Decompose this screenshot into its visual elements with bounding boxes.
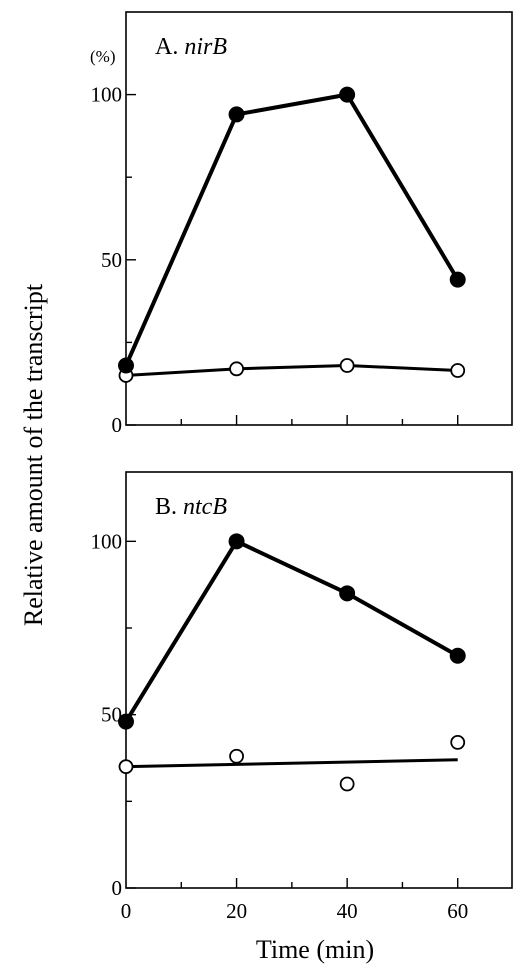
data-point-open — [229, 361, 244, 377]
panel-letter: B. — [155, 494, 183, 520]
x-tick-label: 40 — [337, 899, 358, 923]
panel-ntcB: 0 50 100 B. ntcB — [91, 471, 513, 900]
x-tick-label: 20 — [226, 899, 247, 923]
series-line-open — [125, 758, 458, 769]
series-line-filled — [124, 539, 459, 723]
data-point-filled — [118, 357, 134, 374]
x-tick-label: 0 — [121, 899, 132, 923]
series-line-filled — [124, 92, 460, 367]
data-point-open — [450, 363, 466, 378]
y-tick-label: 100 — [91, 529, 123, 553]
data-point-filled — [228, 106, 245, 123]
data-point-filled — [449, 647, 466, 664]
plot-frame — [125, 471, 513, 889]
y-tick-label: 50 — [101, 248, 122, 272]
panel-nirB: 0 50 100 (%) A. nirB — [90, 11, 513, 437]
panel-title: B. ntcB — [155, 494, 227, 520]
data-point-filled — [228, 533, 245, 550]
plot-frame — [125, 11, 513, 426]
y-unit-label: (%) — [90, 47, 115, 66]
x-tick-label: 60 — [447, 899, 468, 923]
data-point-open — [118, 759, 134, 775]
x-axis-title: Time (min) — [256, 935, 374, 964]
gene-name: nirB — [184, 34, 227, 60]
data-point-open — [339, 776, 355, 792]
data-point-filled — [339, 585, 356, 602]
data-point-filled — [339, 86, 356, 103]
panel-letter: A. — [155, 34, 184, 60]
panel-title: A. nirB — [155, 34, 227, 60]
data-point-open — [339, 358, 355, 373]
gene-name: ntcB — [183, 494, 227, 520]
panels: 0 50 100 (%) A. nirB 0 50 100 B. ntcB 0 20 40 60 — [90, 11, 513, 923]
y-tick-label: 0 — [112, 876, 123, 900]
y-axis-title: Relative amount of the transcript — [19, 283, 48, 626]
y-tick-label: 0 — [112, 413, 123, 437]
data-point-filled — [449, 271, 466, 288]
y-tick-label: 100 — [91, 83, 123, 107]
data-point-open — [450, 735, 466, 750]
data-point-open — [229, 748, 244, 764]
series-line-open — [125, 364, 458, 377]
y-tick-label: 50 — [101, 703, 122, 727]
data-point-filled — [118, 713, 134, 730]
